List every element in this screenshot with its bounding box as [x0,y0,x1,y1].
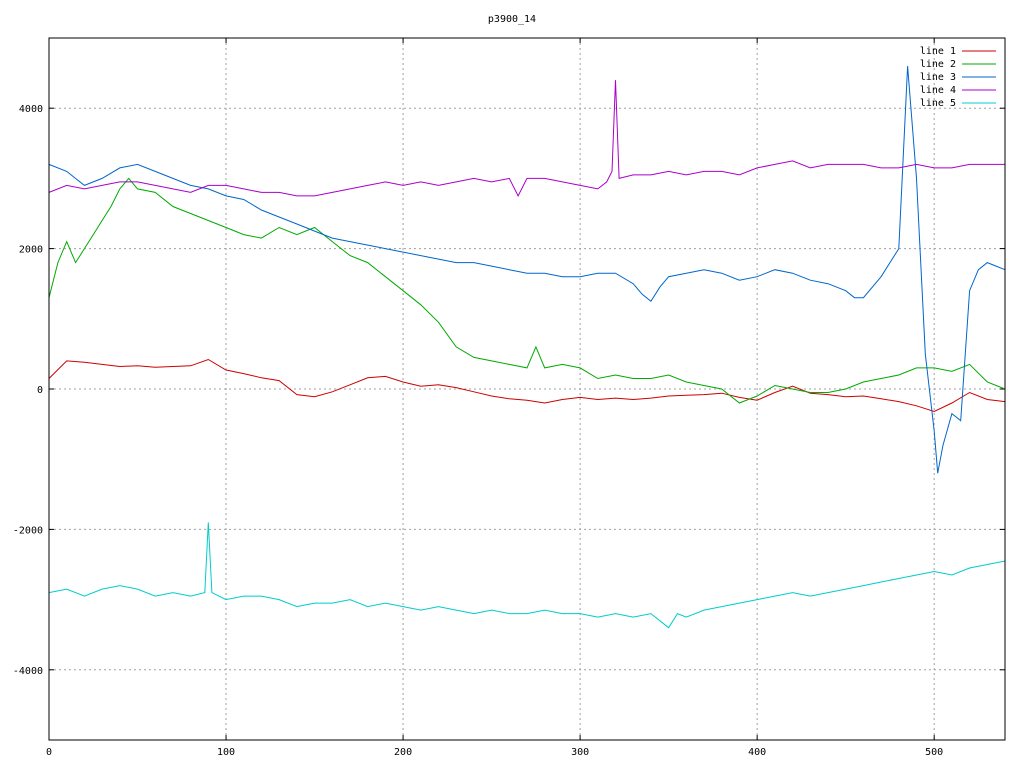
series-layer [48,66,1006,629]
x-tick-label: 500 [925,747,943,758]
y-tick-label: 0 [37,385,43,396]
legend-label-3: line 3 [920,72,956,83]
chart-title: p3900_14 [488,14,536,25]
y-tick-label: 2000 [19,245,43,256]
x-tick-label: 0 [46,747,52,758]
x-tick-label: 300 [571,747,589,758]
series-line-5 [48,522,1006,629]
legend-label-4: line 4 [920,85,956,96]
grid-lines [49,38,1005,740]
plot-frame [48,37,1006,741]
legend: line 1 line 2 line 3 line 4 line 5 [920,46,996,109]
x-tick-label: 400 [748,747,766,758]
legend-label-1: line 1 [920,46,956,57]
legend-label-2: line 2 [920,59,956,70]
series-line-4 [48,80,1005,198]
series-line-3 [48,66,1006,474]
y-tick-label: -2000 [13,525,43,536]
axis-ticks: 0 100 200 300 400 500 -4000 -2000 0 2000 4000 [13,38,1005,758]
legend-label-5: line 5 [920,98,956,109]
y-tick-label: -4000 [13,666,43,677]
y-tick-label: 4000 [19,104,43,115]
series-line-1 [48,358,1006,413]
x-tick-label: 200 [394,747,412,758]
series-line-2 [48,177,1006,404]
x-tick-label: 100 [217,747,235,758]
